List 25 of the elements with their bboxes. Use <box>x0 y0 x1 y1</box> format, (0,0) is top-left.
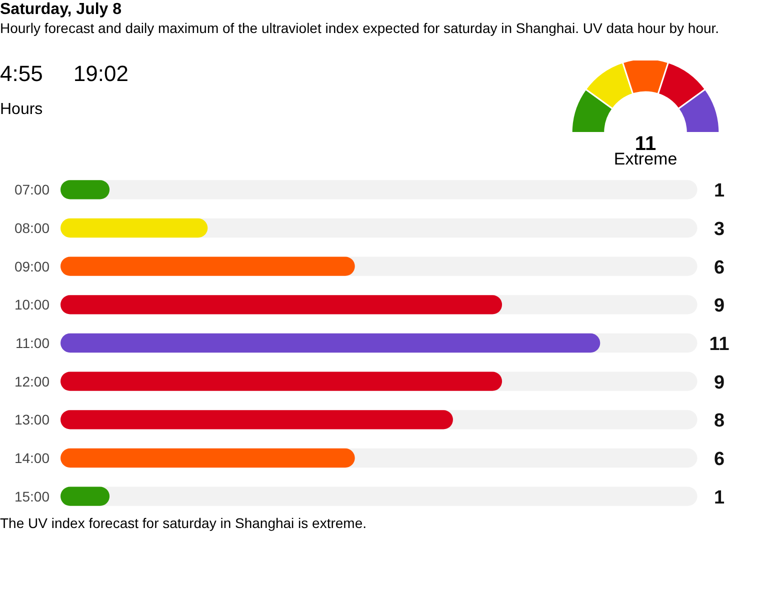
data-label: 11 <box>709 334 730 355</box>
y-tick-label: 09:00 <box>14 258 50 274</box>
y-tick-label: 08:00 <box>14 220 50 236</box>
data-label: 3 <box>714 219 725 240</box>
chart-subtitle: Hourly forecast and daily maximum of the ultraviolet index expected for saturday in Shanghai. UV data hour by hour. <box>0 20 720 38</box>
y-tick-label: 10:00 <box>14 296 50 313</box>
y-tick-label: 07:00 <box>14 182 50 198</box>
y-tick-label: 11:00 <box>16 335 50 351</box>
y-tick-label: 12:00 <box>14 373 50 390</box>
data-label: 1 <box>714 487 726 508</box>
data-label: 9 <box>714 372 725 394</box>
data-label: 6 <box>714 449 725 470</box>
chart-title: Saturday, July 8 <box>0 0 122 20</box>
data-label: 6 <box>714 257 725 278</box>
data-label: 8 <box>714 410 725 432</box>
text: Extreme <box>614 149 678 168</box>
data-label: 1 <box>714 180 726 202</box>
y-tick-label: 15:00 <box>14 488 50 504</box>
y-tick-label: 14:00 <box>14 450 50 466</box>
data-label: 9 <box>714 296 725 317</box>
y-axis-title: Hours <box>0 100 43 120</box>
annotation: The UV index forecast for saturday in Shanghai is extreme. <box>0 515 367 532</box>
y-tick-label: 13:00 <box>14 412 50 428</box>
text: 4:55 19:02 <box>0 61 128 86</box>
bar <box>60 218 208 238</box>
